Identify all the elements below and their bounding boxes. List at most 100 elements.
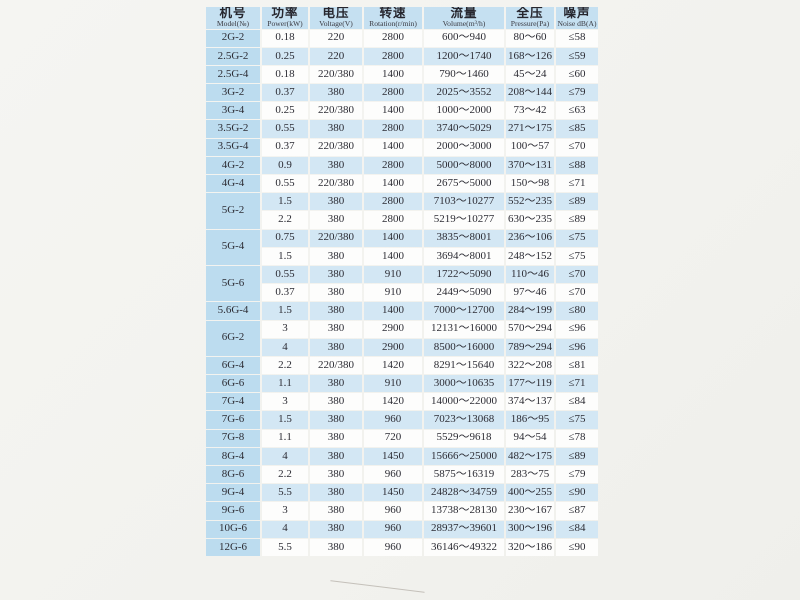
cell-voltage: 380 [310, 484, 362, 502]
cell-volume: 14000～22000 [424, 393, 504, 411]
cell-pressure: 482～175 [506, 447, 554, 466]
cell-power: 5.5 [262, 484, 308, 502]
cell-volume: 13738～28130 [424, 502, 504, 520]
cell-voltage: 380 [310, 193, 362, 211]
header-label-en: Model(№) [216, 19, 250, 28]
cell-rotation: 1400 [364, 302, 422, 320]
cell-voltage: 380 [310, 393, 362, 411]
cell-power: 4 [262, 338, 308, 356]
cell-power: 2.2 [262, 211, 308, 229]
cell-model: 7G-4 [206, 393, 260, 411]
cell-model: 2.5G-2 [206, 47, 260, 65]
cell-rotation: 1400 [364, 138, 422, 156]
cell-volume: 12131～16000 [424, 320, 504, 338]
header-cell-rotation: 转速 Rotation(r/min) [364, 7, 422, 29]
cell-rotation: 1400 [364, 175, 422, 193]
cell-voltage: 220/380 [310, 65, 362, 84]
cell-noise: ≤80 [556, 302, 598, 320]
cell-noise: ≤79 [556, 84, 598, 102]
cell-volume: 3000～10635 [424, 375, 504, 393]
cell-noise: ≤75 [556, 229, 598, 247]
header-cell-voltage: 电压 Voltage(V) [310, 7, 362, 29]
cell-volume: 7103～10277 [424, 193, 504, 211]
cell-model: 5G-4 [206, 229, 260, 265]
cell-noise: ≤87 [556, 502, 598, 520]
cell-model: 4G-4 [206, 175, 260, 193]
cell-volume: 3740～5029 [424, 120, 504, 138]
cell-noise: ≤71 [556, 375, 598, 393]
cell-pressure: 322～208 [506, 356, 554, 375]
table-row: 5G-2 1.5 380 2800 7103～10277 552～235 ≤89 [206, 193, 598, 229]
table-row: 8G-4 4 380 1450 15666～25000 482～175 ≤89 [206, 447, 598, 466]
cell-volume: 1722～5090 [424, 265, 504, 284]
cell-rotation: 2800 [364, 120, 422, 138]
cell-noise: ≤84 [556, 520, 598, 538]
table-row: 0.37 380 910 2449～5090 97～46 ≤70 [206, 284, 598, 302]
header-cell-noise: 噪声 Noise dB(A) [556, 7, 598, 29]
cell-pressure: 789～294 [506, 338, 554, 356]
cell-power: 0.37 [262, 138, 308, 156]
cell-model: 8G-4 [206, 447, 260, 466]
table-header: 机号 Model(№) 功率 Power(kW) 电压 Voltage(V) 转速 Rotat… [206, 7, 598, 29]
cell-rotation: 720 [364, 429, 422, 447]
header-cell-volume: 流量 Volume(m³/h) [424, 7, 504, 29]
cell-voltage: 380 [310, 447, 362, 466]
cell-pressure: 236～106 [506, 229, 554, 247]
cell-rotation: 960 [364, 520, 422, 538]
header-label-zh: 全压 [516, 7, 544, 20]
cell-noise: ≤90 [556, 484, 598, 502]
cell-power: 3 [262, 320, 308, 338]
cell-voltage: 380 [310, 284, 362, 302]
cell-rotation: 1400 [364, 247, 422, 265]
cell-voltage: 380 [310, 429, 362, 447]
table-row: 4G-4 0.55 220/380 1400 2675～5000 150～98 ≤71 [206, 175, 598, 193]
cell-noise: ≤88 [556, 156, 598, 175]
header-cell-power: 功率 Power(kW) [262, 7, 308, 29]
table-row: 6G-4 2.2 220/380 1420 8291～15640 322～208 ≤81 [206, 356, 598, 375]
cell-model: 5.6G-4 [206, 302, 260, 320]
cell-model: 3.5G-4 [206, 138, 260, 156]
cell-volume: 28937～39601 [424, 520, 504, 538]
cell-rotation: 2800 [364, 211, 422, 229]
cell-model: 9G-4 [206, 484, 260, 502]
header-label-zh: 噪声 [563, 7, 591, 20]
table-row: 4G-2 0.9 380 2800 5000～8000 370～131 ≤88 [206, 156, 598, 175]
cell-model: 5G-2 [206, 193, 260, 229]
cell-voltage: 220/380 [310, 229, 362, 247]
cell-pressure: 100～57 [506, 138, 554, 156]
cell-model: 3.5G-2 [206, 120, 260, 138]
cell-model: 6G-4 [206, 356, 260, 375]
cell-voltage: 380 [310, 120, 362, 138]
cell-pressure: 110～46 [506, 265, 554, 284]
table-row: 1.5 380 1400 3694～8001 248～152 ≤75 [206, 247, 598, 265]
cell-rotation: 1420 [364, 393, 422, 411]
cell-power: 1.1 [262, 375, 308, 393]
cell-rotation: 2800 [364, 84, 422, 102]
header-label-zh: 功率 [271, 7, 299, 20]
cell-pressure: 570～294 [506, 320, 554, 338]
table-row: 2G-2 0.18 220 2800 600～940 80～60 ≤58 [206, 29, 598, 47]
cell-pressure: 248～152 [506, 247, 554, 265]
cell-model: 5G-6 [206, 265, 260, 302]
cell-voltage: 220/380 [310, 138, 362, 156]
cell-power: 1.5 [262, 247, 308, 265]
table-row: 6G-6 1.1 380 910 3000～10635 177～119 ≤71 [206, 375, 598, 393]
cell-noise: ≤71 [556, 175, 598, 193]
table-row: 3.5G-4 0.37 220/380 1400 2000～3000 100～57 ≤70 [206, 138, 598, 156]
cell-volume: 2000～3000 [424, 138, 504, 156]
cell-pressure: 283～75 [506, 466, 554, 484]
cell-noise: ≤59 [556, 47, 598, 65]
cell-pressure: 271～175 [506, 120, 554, 138]
cell-noise: ≤96 [556, 338, 598, 356]
table-row: 9G-6 3 380 960 13738～28130 230～167 ≤87 [206, 502, 598, 520]
cell-noise: ≤60 [556, 65, 598, 84]
cell-power: 2.2 [262, 466, 308, 484]
cell-pressure: 284～199 [506, 302, 554, 320]
cell-voltage: 220 [310, 47, 362, 65]
cell-pressure: 208～144 [506, 84, 554, 102]
cell-noise: ≤90 [556, 538, 598, 556]
cell-model: 7G-8 [206, 429, 260, 447]
cell-model: 2G-2 [206, 29, 260, 47]
header-label-zh: 转速 [379, 7, 407, 20]
